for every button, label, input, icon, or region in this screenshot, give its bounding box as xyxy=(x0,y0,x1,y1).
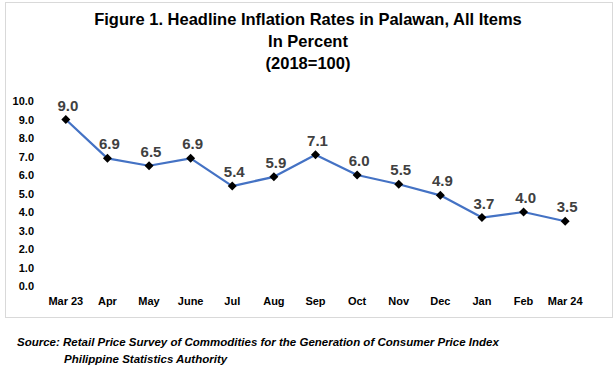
x-tick-label: Feb xyxy=(514,295,534,307)
y-tick-label: 7.0 xyxy=(19,151,34,163)
data-label: 5.5 xyxy=(390,161,411,178)
x-tick-label: Oct xyxy=(348,295,367,307)
marker xyxy=(186,154,195,163)
subtitle: In Percent xyxy=(268,32,348,50)
marker xyxy=(561,217,570,226)
marker xyxy=(269,172,278,181)
x-tick-label: Jul xyxy=(224,295,240,307)
plot-area xyxy=(61,115,569,226)
data-label: 6.9 xyxy=(182,135,203,152)
marker xyxy=(519,208,528,217)
marker xyxy=(394,180,403,189)
source-note: Source: Retail Price Survey of Commoditi… xyxy=(17,336,499,348)
data-label: 5.9 xyxy=(265,154,286,171)
x-tick-label: June xyxy=(178,295,204,307)
data-label: 3.5 xyxy=(557,198,578,215)
marker xyxy=(436,191,445,200)
x-tick-label: Apr xyxy=(98,295,118,307)
data-label: 6.0 xyxy=(349,152,370,169)
marker xyxy=(228,182,237,191)
y-tick-label: 3.0 xyxy=(19,225,34,237)
y-tick-label: 4.0 xyxy=(19,206,34,218)
marker xyxy=(353,171,362,180)
x-tick-label: Aug xyxy=(263,295,284,307)
x-tick-label: Mar 24 xyxy=(548,295,584,307)
source-note: Philippine Statistics Authority xyxy=(64,353,228,365)
chart: Figure 1. Headline Inflation Rates in Pa… xyxy=(0,0,616,369)
marker xyxy=(311,150,320,159)
x-tick-label: Jan xyxy=(472,295,491,307)
x-tick-label: May xyxy=(138,295,160,307)
x-tick-label: Dec xyxy=(430,295,450,307)
data-label: 9.0 xyxy=(57,97,78,114)
marker xyxy=(103,154,112,163)
data-label: 3.7 xyxy=(474,195,495,212)
data-label: 6.9 xyxy=(99,135,120,152)
data-label: 6.5 xyxy=(141,143,162,160)
data-label: 4.0 xyxy=(515,189,536,206)
data-label: 7.1 xyxy=(307,132,328,149)
y-tick-label: 10.0 xyxy=(13,95,34,107)
subtitle: (2018=100) xyxy=(266,54,351,72)
chart-frame xyxy=(6,3,613,318)
marker xyxy=(145,161,154,170)
title: Figure 1. Headline Inflation Rates in Pa… xyxy=(94,10,522,28)
y-tick-label: 5.0 xyxy=(19,188,34,200)
marker xyxy=(61,115,70,124)
y-tick-label: 6.0 xyxy=(19,169,34,181)
x-tick-label: Nov xyxy=(388,295,410,307)
y-tick-label: 9.0 xyxy=(19,114,34,126)
marker xyxy=(477,213,486,222)
x-tick-label: Sep xyxy=(305,295,325,307)
line xyxy=(66,120,565,222)
y-tick-label: 1.0 xyxy=(19,262,34,274)
y-tick-label: 0.0 xyxy=(19,280,34,292)
x-tick-label: Mar 23 xyxy=(48,295,83,307)
data-label: 5.4 xyxy=(224,163,246,180)
data-label: 4.9 xyxy=(432,172,453,189)
y-tick-label: 2.0 xyxy=(19,243,34,255)
y-tick-label: 8.0 xyxy=(19,132,34,144)
